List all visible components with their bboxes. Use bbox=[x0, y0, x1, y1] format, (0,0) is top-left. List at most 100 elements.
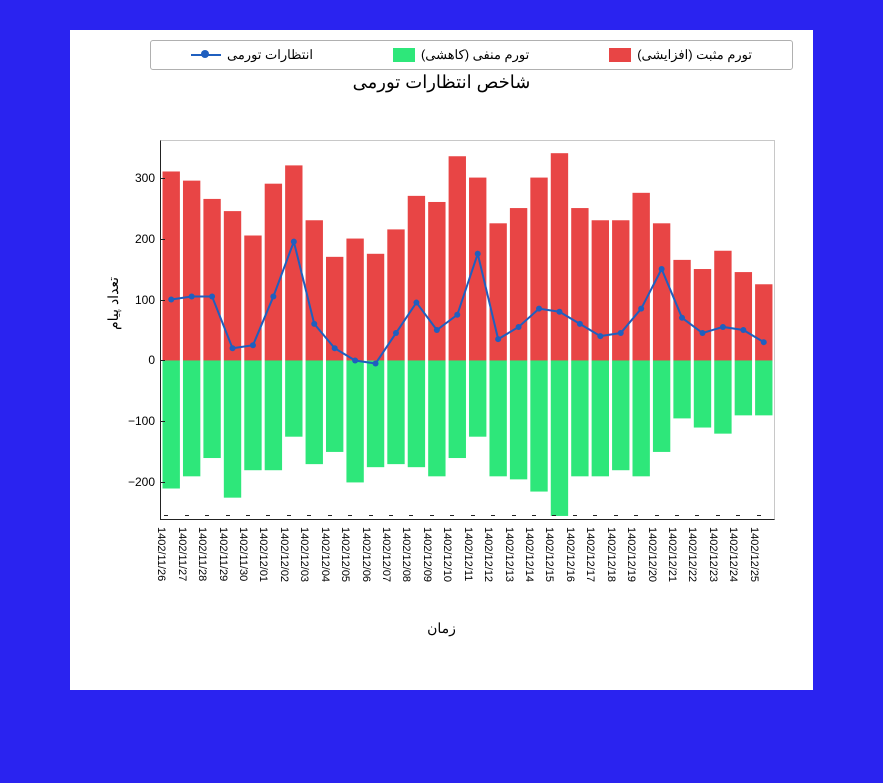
line-marker bbox=[597, 333, 603, 339]
bar-negative bbox=[428, 360, 445, 476]
bar-positive bbox=[326, 257, 343, 361]
line-marker bbox=[373, 361, 379, 367]
x-tick: 1402/12/25 bbox=[748, 519, 760, 582]
bar-negative bbox=[387, 360, 404, 464]
bar-positive bbox=[653, 223, 670, 360]
bar-positive bbox=[163, 171, 180, 360]
bar-positive bbox=[408, 196, 425, 361]
line-marker bbox=[413, 300, 419, 306]
bar-negative bbox=[408, 360, 425, 467]
line-marker bbox=[352, 357, 358, 363]
bar-negative bbox=[183, 360, 200, 476]
bar-negative bbox=[224, 360, 241, 497]
bar-positive bbox=[694, 269, 711, 360]
bar-negative bbox=[653, 360, 670, 451]
y-tick: 300 bbox=[135, 171, 161, 185]
x-tick: 1402/12/05 bbox=[339, 519, 351, 582]
x-tick: 1402/12/11 bbox=[462, 519, 474, 581]
line-marker bbox=[332, 345, 338, 351]
x-tick: 1402/12/03 bbox=[298, 519, 310, 582]
y-tick: 200 bbox=[135, 232, 161, 246]
line-marker bbox=[577, 321, 583, 327]
bar-positive bbox=[367, 254, 384, 361]
bar-positive bbox=[183, 181, 200, 361]
bar-negative bbox=[203, 360, 220, 458]
x-tick: 1402/12/02 bbox=[278, 519, 290, 582]
bar-negative bbox=[449, 360, 466, 458]
x-tick: 1402/12/08 bbox=[400, 519, 412, 582]
line-marker bbox=[475, 251, 481, 257]
chart-title: شاخص انتظارات تورمی bbox=[70, 72, 813, 93]
legend-swatch-positive bbox=[609, 48, 631, 62]
line-marker bbox=[189, 293, 195, 299]
bar-positive bbox=[224, 211, 241, 360]
x-tick: 1402/12/24 bbox=[727, 519, 739, 582]
bar-positive bbox=[265, 184, 282, 361]
x-tick: 1402/12/16 bbox=[564, 519, 576, 582]
legend-label: تورم مثبت (افزایشی) bbox=[637, 47, 752, 63]
bar-negative bbox=[735, 360, 752, 415]
x-tick: 1402/12/01 bbox=[257, 519, 269, 582]
line-marker bbox=[434, 327, 440, 333]
x-tick: 1402/12/20 bbox=[646, 519, 658, 582]
x-tick: 1402/12/09 bbox=[421, 519, 433, 582]
line-marker bbox=[270, 293, 276, 299]
x-tick: 1402/12/19 bbox=[625, 519, 637, 582]
line-marker bbox=[516, 324, 522, 330]
bar-positive bbox=[571, 208, 588, 360]
plot-area: −200−10001002003001402/11/261402/11/2714… bbox=[160, 140, 775, 520]
bar-negative bbox=[612, 360, 629, 470]
bar-positive bbox=[612, 220, 629, 360]
legend-swatch-negative bbox=[393, 48, 415, 62]
bar-negative bbox=[285, 360, 302, 436]
bar-negative bbox=[346, 360, 363, 482]
line-marker bbox=[393, 330, 399, 336]
bar-negative bbox=[265, 360, 282, 470]
bar-positive bbox=[306, 220, 323, 360]
line-marker bbox=[291, 239, 297, 245]
legend-item-line: انتظارات تورمی bbox=[191, 47, 313, 63]
bar-positive bbox=[592, 220, 609, 360]
line-marker bbox=[618, 330, 624, 336]
y-axis-label: تعداد پیام bbox=[105, 277, 122, 330]
bar-positive bbox=[530, 178, 547, 361]
bar-negative bbox=[489, 360, 506, 476]
chart-panel: تورم مثبت (افزایشی) تورم منفی (کاهشی) ان… bbox=[70, 30, 813, 690]
bar-negative bbox=[510, 360, 527, 479]
x-tick: 1402/12/04 bbox=[319, 519, 331, 582]
x-tick: 1402/11/29 bbox=[217, 519, 229, 581]
line-marker bbox=[638, 306, 644, 312]
bar-positive bbox=[203, 199, 220, 361]
x-tick: 1402/12/06 bbox=[360, 519, 372, 582]
x-tick: 1402/11/27 bbox=[176, 519, 188, 581]
bar-negative bbox=[694, 360, 711, 427]
x-axis-label: زمان bbox=[70, 620, 813, 637]
legend-swatch-line bbox=[191, 48, 221, 62]
bar-negative bbox=[163, 360, 180, 488]
plot-svg bbox=[161, 141, 774, 519]
x-tick: 1402/12/07 bbox=[380, 519, 392, 582]
bar-positive bbox=[510, 208, 527, 360]
x-tick: 1402/12/17 bbox=[584, 519, 596, 582]
bar-negative bbox=[367, 360, 384, 467]
bar-positive bbox=[551, 153, 568, 360]
bar-positive bbox=[755, 284, 772, 360]
bar-negative bbox=[530, 360, 547, 491]
bar-positive bbox=[673, 260, 690, 361]
y-tick: −100 bbox=[128, 414, 161, 428]
line-marker bbox=[230, 345, 236, 351]
line-marker bbox=[761, 339, 767, 345]
legend-item-positive: تورم مثبت (افزایشی) bbox=[609, 47, 752, 63]
bar-negative bbox=[571, 360, 588, 476]
bar-negative bbox=[326, 360, 343, 451]
x-tick: 1402/12/15 bbox=[543, 519, 555, 582]
bar-positive bbox=[346, 239, 363, 361]
x-tick: 1402/12/21 bbox=[666, 519, 678, 582]
x-tick: 1402/11/30 bbox=[237, 519, 249, 581]
bar-positive bbox=[714, 251, 731, 361]
bar-negative bbox=[469, 360, 486, 436]
y-tick: −200 bbox=[128, 475, 161, 489]
bar-positive bbox=[449, 156, 466, 360]
legend-item-negative: تورم منفی (کاهشی) bbox=[393, 47, 529, 63]
line-marker bbox=[679, 315, 685, 321]
